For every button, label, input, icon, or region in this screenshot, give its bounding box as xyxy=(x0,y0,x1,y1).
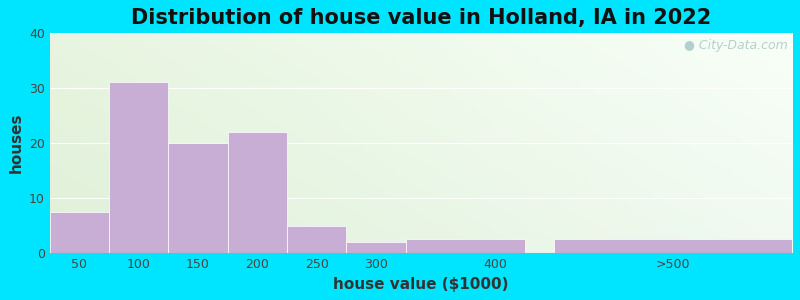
Bar xyxy=(406,239,525,253)
X-axis label: house value ($1000): house value ($1000) xyxy=(333,277,508,292)
Bar xyxy=(554,239,792,253)
Bar xyxy=(228,132,287,253)
Bar xyxy=(287,226,346,253)
Bar xyxy=(50,212,109,253)
Bar xyxy=(346,242,406,253)
Y-axis label: houses: houses xyxy=(8,113,23,173)
Text: ● City-Data.com: ● City-Data.com xyxy=(684,39,788,52)
Bar xyxy=(168,143,228,253)
Bar xyxy=(109,82,168,253)
Title: Distribution of house value in Holland, IA in 2022: Distribution of house value in Holland, … xyxy=(130,8,710,28)
